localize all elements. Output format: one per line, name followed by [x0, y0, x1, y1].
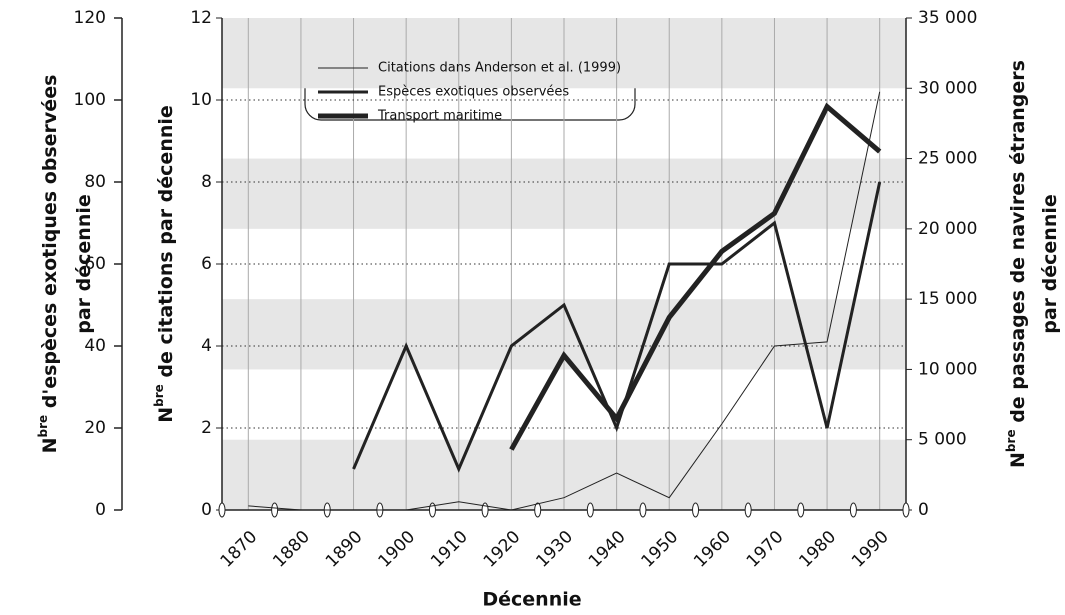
y-axis-title-sup: bre: [152, 384, 166, 407]
y3-axis-title: par décennie: [73, 194, 95, 334]
y-axis-title-text: de citations par décennie: [155, 105, 177, 384]
x-tick-label: 1880: [269, 527, 314, 572]
x-axis-title: Décennie: [482, 589, 581, 611]
y3-tick-label: 60: [84, 254, 106, 274]
x-tick-label: 1870: [217, 527, 262, 572]
x-tick-label: 1920: [480, 527, 525, 572]
y-axis-title-prefix: N: [155, 407, 177, 423]
legend-label: Citations dans Anderson et al. (1999): [378, 61, 621, 76]
x-tick-label: 1980: [795, 527, 840, 572]
y2-axis-title-sup: bre: [1004, 429, 1018, 452]
y3-tick-label: 20: [84, 418, 106, 438]
x-tick-oval: [902, 502, 910, 518]
y-tick-label: 10: [190, 90, 212, 110]
y-tick-label: 4: [201, 336, 212, 356]
y2-tick-label: 35 000: [918, 8, 977, 28]
y-axis-title: Nbre de citations par décennie: [152, 105, 177, 423]
y-tick-label: 6: [201, 254, 212, 274]
x-tick-label: 1910: [427, 527, 472, 572]
y3-tick-label: 0: [95, 500, 106, 520]
y-tick-label: 0: [201, 500, 212, 520]
x-tick-label: 1990: [848, 527, 893, 572]
y2-tick-label: 15 000: [918, 289, 977, 309]
x-tick-label: 1900: [374, 527, 419, 572]
series-line: [248, 91, 881, 511]
y3-tick-label: 120: [74, 8, 106, 28]
y3-axis-title-text: d'espèces exotiques observées: [39, 75, 61, 415]
y2-axis-title-text: de passages de navires étrangers: [1007, 60, 1029, 429]
y3-tick-label: 100: [74, 90, 106, 110]
x-tick-label: 1950: [638, 527, 683, 572]
y3-axis-title-prefix: N: [39, 437, 61, 453]
legend-label: Espèces exotiques observées: [378, 85, 569, 100]
y2-tick-label: 5 000: [918, 430, 967, 450]
x-tick-oval: [744, 502, 752, 518]
y2-tick-label: 25 000: [918, 149, 977, 169]
y2-axis-title-prefix: N: [1007, 452, 1029, 468]
y2-tick-label: 20 000: [918, 219, 977, 239]
y3-axis-title: Nbre d'espèces exotiques observées: [36, 75, 61, 454]
x-tick-oval: [218, 502, 226, 518]
x-tick-label: 1960: [690, 527, 735, 572]
y2-axis-title: Nbre de passages de navires étrangers: [1004, 60, 1029, 468]
y2-axis-title-text: par décennie: [1039, 194, 1061, 334]
y-tick-label: 2: [201, 418, 212, 438]
x-tick-oval: [797, 502, 805, 518]
y3-tick-label: 80: [84, 172, 106, 192]
y3-tick-label: 40: [84, 336, 106, 356]
y2-tick-label: 10 000: [918, 359, 977, 379]
x-tick-oval: [586, 502, 594, 518]
y2-axis-title: par décennie: [1039, 194, 1061, 334]
x-tick-oval: [639, 502, 647, 518]
y3-axis-title-sup: bre: [36, 415, 50, 438]
x-tick-oval: [534, 502, 542, 518]
x-tick-label: 1890: [322, 527, 367, 572]
x-tick-label: 1970: [743, 527, 788, 572]
legend-label: Transport maritime: [377, 109, 502, 124]
x-tick-oval: [271, 502, 279, 518]
x-tick-label: 1940: [585, 527, 630, 572]
x-tick-oval: [849, 502, 857, 518]
y3-axis-title-text: par décennie: [73, 194, 95, 334]
y2-tick-label: 30 000: [918, 78, 977, 98]
x-tick-oval: [692, 502, 700, 518]
y-tick-label: 8: [201, 172, 212, 192]
series-line: [509, 102, 882, 451]
y2-tick-label: 0: [918, 500, 929, 520]
x-tick-label: 1930: [532, 527, 577, 572]
series-line: [352, 181, 882, 473]
y-tick-label: 12: [190, 8, 212, 28]
